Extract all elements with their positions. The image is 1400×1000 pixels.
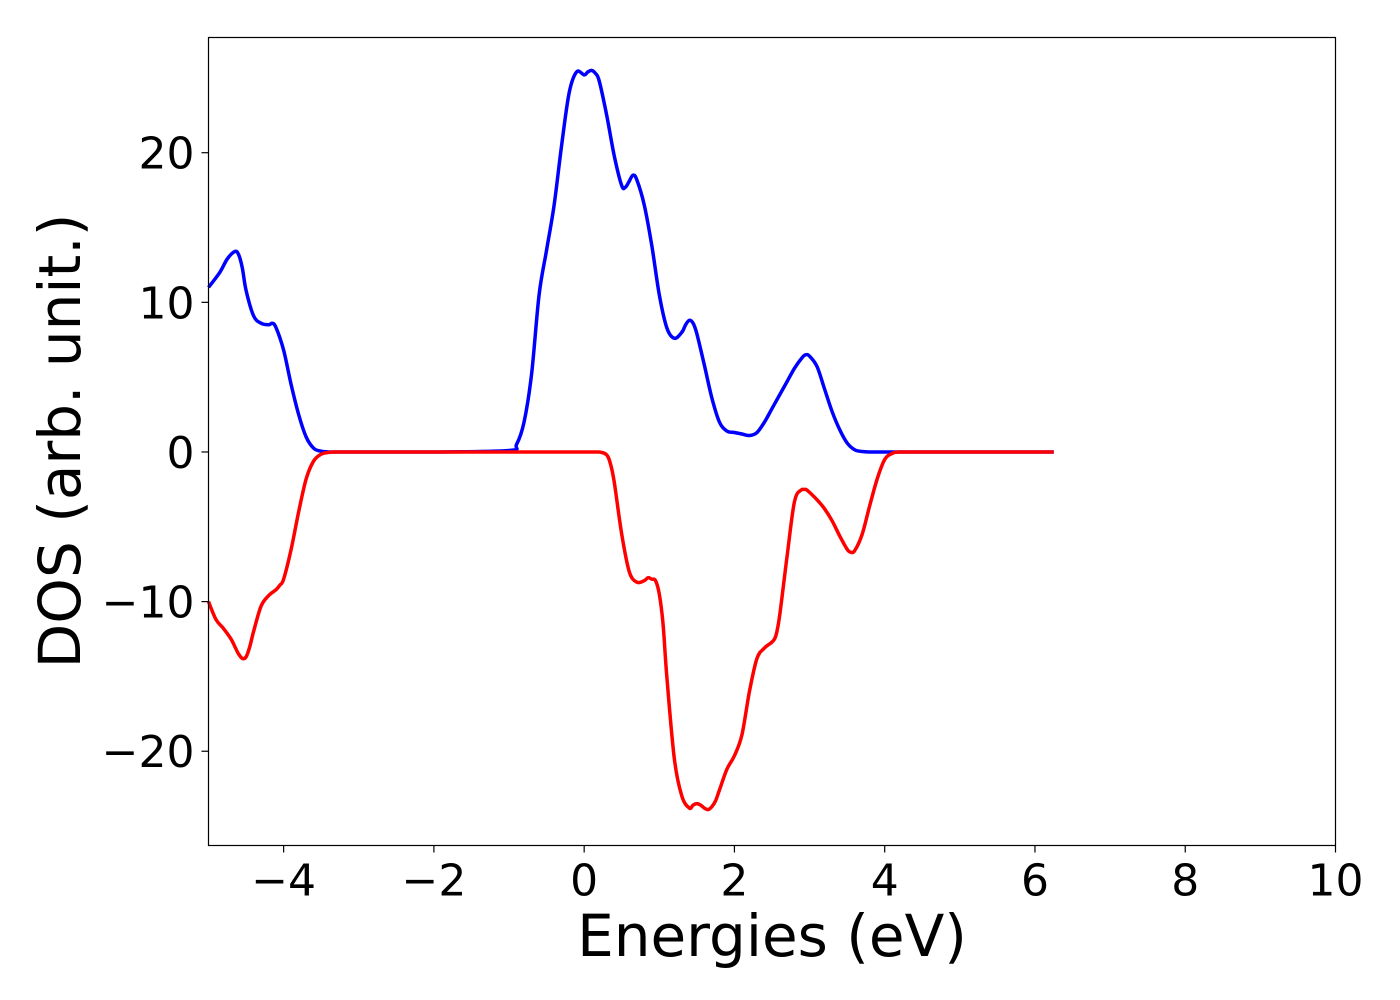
series-line-1 [206, 450, 1054, 812]
plot-frame [207, 36, 1337, 847]
x-tick-label: 8 [1171, 856, 1199, 907]
y-tick-label: 0 [167, 428, 195, 479]
y-tick-label: 10 [139, 278, 195, 329]
x-tick-label: 2 [720, 856, 748, 907]
x-tick-label: 6 [1021, 856, 1049, 907]
y-tick-label: −20 [102, 727, 195, 778]
series-line-0 [207, 68, 1054, 454]
x-tick-label: −4 [251, 856, 316, 907]
y-axis: −20 −10 0 10 20 [102, 129, 209, 778]
x-axis-title: Energies (eV) [577, 902, 967, 970]
y-tick-label: 20 [139, 129, 195, 180]
x-tick-label: −2 [401, 856, 466, 907]
series-layer [206, 68, 1054, 812]
x-tick-label: 10 [1308, 856, 1364, 907]
y-axis-title: DOS (arb. unit.) [26, 214, 94, 669]
y-tick-label: −10 [102, 578, 195, 629]
x-tick-label: 0 [570, 856, 598, 907]
x-tick-label: 4 [871, 856, 899, 907]
x-axis: −4 −2 0 2 4 6 8 10 [251, 845, 1364, 907]
